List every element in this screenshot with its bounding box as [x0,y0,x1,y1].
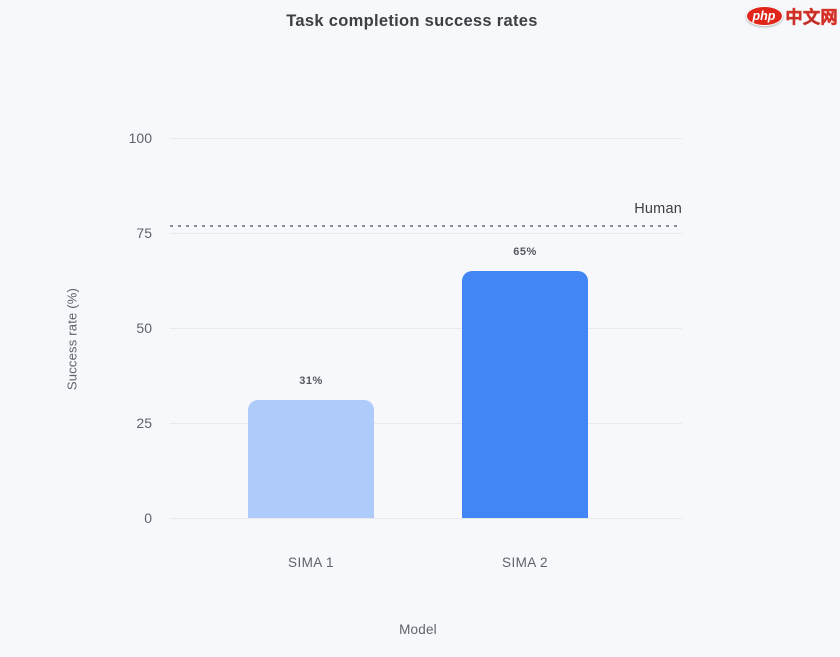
php-logo-icon: php [745,5,783,26]
bar-value-label-sima-2: 65% [513,246,537,258]
human-baseline-label: Human [634,201,682,218]
php-chinese-net-logo[interactable]: php 中文网 [745,3,839,28]
gridline-75 [170,233,682,234]
bar-value-label-sima-1: 31% [299,375,323,388]
gridline-100 [170,138,682,139]
gridline-25 [170,423,682,424]
x-tick-label-sima-2: SIMA 2 [502,555,548,570]
y-tick-label-0: 0 [144,510,152,526]
bar-sima-2 [462,271,588,518]
bar-sima-1 [248,400,374,518]
gridline-0 [170,518,682,519]
y-axis-label: Success rate (%) [64,287,80,391]
x-axis-label: Model [399,622,437,637]
human-baseline-line [170,225,682,228]
x-tick-label-sima-1: SIMA 1 [288,555,334,570]
chart-title: Task completion success rates [286,12,538,30]
y-tick-label-100: 100 [128,130,152,146]
y-tick-label-75: 75 [136,225,152,241]
logo-site-text: 中文网 [785,8,838,28]
y-tick-label-25: 25 [136,415,152,431]
y-tick-label-50: 50 [136,320,152,336]
gridline-50 [170,328,682,329]
